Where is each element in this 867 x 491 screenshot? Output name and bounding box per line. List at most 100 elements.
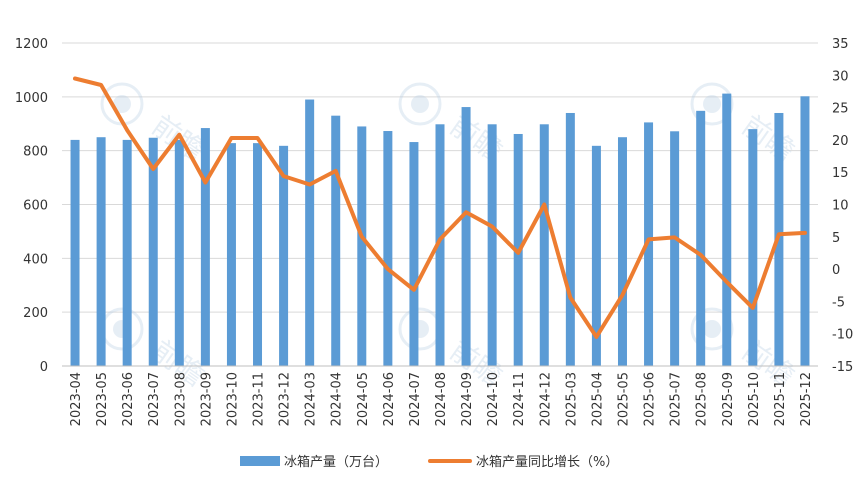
x-tick-label: 2024-10 — [486, 372, 501, 426]
x-tick-label: 2023-12 — [278, 372, 293, 426]
x-tick-label: 2023-06 — [121, 372, 136, 426]
line-point-2025-03 — [568, 296, 572, 300]
line-point-2024-12 — [542, 203, 546, 206]
bar-2024-06 — [383, 131, 393, 366]
watermark-logo-dot-icon — [411, 95, 429, 113]
x-tick-label: 2023-09 — [199, 372, 214, 426]
bar-2024-12 — [539, 124, 549, 366]
line-point-2024-03 — [308, 182, 312, 186]
x-tick-label: 2025-12 — [799, 372, 814, 426]
bar-2023-05 — [96, 137, 106, 366]
line-point-2025-12 — [803, 231, 807, 235]
x-tick-label: 2024-06 — [382, 372, 397, 426]
bar-2025-08 — [696, 110, 706, 366]
x-tick-label: 2023-08 — [173, 372, 188, 426]
left-tick-label: 400 — [23, 252, 48, 267]
bar-2024-08 — [435, 124, 445, 366]
watermark-text: 前瞻 — [736, 334, 801, 393]
x-tick-label: 2025-07 — [669, 372, 684, 426]
bar-2025-04 — [591, 145, 601, 366]
x-axis: 2023-04 2023-05 2023-06 2023-07 2023-08 2023-… — [62, 365, 818, 426]
watermark-logo-dot-icon — [113, 95, 131, 113]
line-point-2023-11 — [256, 136, 260, 140]
bar-2025-10 — [748, 129, 758, 366]
line-point-2023-09 — [203, 181, 207, 185]
right-tick-label: 30 — [832, 69, 849, 84]
line-point-2023-06 — [125, 128, 129, 132]
watermark-text: 前瞻 — [444, 109, 509, 168]
right-tick-label: -5 — [832, 295, 845, 310]
line-point-2023-07 — [151, 167, 155, 171]
watermark-logo-dot-icon — [703, 320, 721, 338]
bar-2024-07 — [409, 142, 419, 366]
bar-2025-09 — [722, 93, 732, 366]
x-tick-label: 2025-11 — [773, 372, 788, 426]
right-tick-label: -10 — [832, 328, 853, 343]
line-point-2025-05 — [620, 293, 624, 297]
x-tick-label: 2025-04 — [590, 372, 605, 426]
line-point-2025-10 — [751, 306, 755, 310]
x-tick-label: 2023-05 — [95, 372, 110, 426]
legend-bar-swatch — [240, 456, 280, 466]
line-point-2024-07 — [412, 288, 416, 292]
bar-2024-04 — [331, 115, 341, 366]
right-tick-label: 15 — [832, 166, 849, 181]
left-tick-label: 600 — [23, 199, 48, 214]
bar-2023-07 — [148, 137, 158, 366]
line-point-2023-12 — [282, 174, 286, 178]
bar-2024-03 — [305, 99, 315, 367]
line-point-2024-04 — [334, 169, 338, 173]
line-point-2024-06 — [386, 267, 390, 271]
line-point-2025-06 — [647, 237, 651, 241]
left-axis: 0 200 400 600 800 1000 1200 — [15, 37, 48, 375]
x-tick-label: 2024-03 — [304, 372, 319, 426]
line-point-2024-11 — [516, 251, 520, 255]
right-axis: -15 -10 -5 0 5 10 15 20 25 30 35 — [832, 37, 853, 375]
right-tick-label: 5 — [832, 231, 840, 246]
watermark-logo-dot-icon — [703, 95, 721, 113]
bar-2023-10 — [226, 143, 236, 366]
line-point-2024-08 — [438, 237, 442, 241]
left-tick-label: 1200 — [15, 37, 48, 52]
right-tick-label: 20 — [832, 134, 849, 149]
bar-2023-08 — [174, 139, 184, 366]
x-tick-label: 2024-08 — [434, 372, 449, 426]
left-tick-label: 200 — [23, 306, 48, 321]
x-tick-label: 2024-11 — [512, 372, 527, 426]
x-tick-label: 2025-10 — [747, 372, 762, 426]
line-point-2025-09 — [725, 280, 729, 284]
line-point-2023-10 — [229, 136, 233, 140]
bar-2024-10 — [487, 124, 497, 366]
watermark-logo-icon — [690, 82, 734, 126]
line-point-2025-07 — [673, 235, 677, 239]
right-tick-label: -15 — [832, 360, 853, 375]
x-tick-label: 2023-07 — [147, 372, 162, 426]
x-tick-label: 2024-12 — [538, 372, 553, 426]
bar-2023-09 — [200, 128, 210, 366]
x-tick-label: 2024-04 — [330, 372, 345, 426]
x-tick-label: 2025-09 — [721, 372, 736, 426]
line-point-2025-08 — [699, 253, 703, 257]
bar-2025-05 — [617, 137, 627, 366]
left-tick-label: 0 — [40, 360, 48, 375]
x-tick-label: 2025-08 — [695, 372, 710, 426]
bar-2023-11 — [253, 143, 263, 366]
x-tick-label: 2024-07 — [408, 372, 423, 426]
bar-2024-05 — [357, 126, 367, 366]
line-point-2023-04 — [73, 77, 77, 81]
bar-2023-06 — [122, 139, 132, 366]
legend: 冰箱产量（万台） 冰箱产量同比增长（%） — [240, 454, 618, 470]
left-tick-label: 1000 — [15, 91, 48, 106]
legend-bar-label: 冰箱产量（万台） — [284, 454, 388, 470]
line-point-2024-09 — [464, 210, 468, 214]
right-tick-label: 10 — [832, 199, 849, 214]
line-point-2024-10 — [490, 224, 494, 228]
line-series — [73, 76, 807, 339]
bar-2024-09 — [461, 107, 471, 366]
x-tick-label: 2025-03 — [564, 372, 579, 426]
line-point-2024-05 — [360, 235, 364, 239]
x-tick-label: 2023-10 — [225, 372, 240, 426]
x-tick-label: 2023-04 — [69, 372, 84, 426]
left-tick-label: 800 — [23, 145, 48, 160]
